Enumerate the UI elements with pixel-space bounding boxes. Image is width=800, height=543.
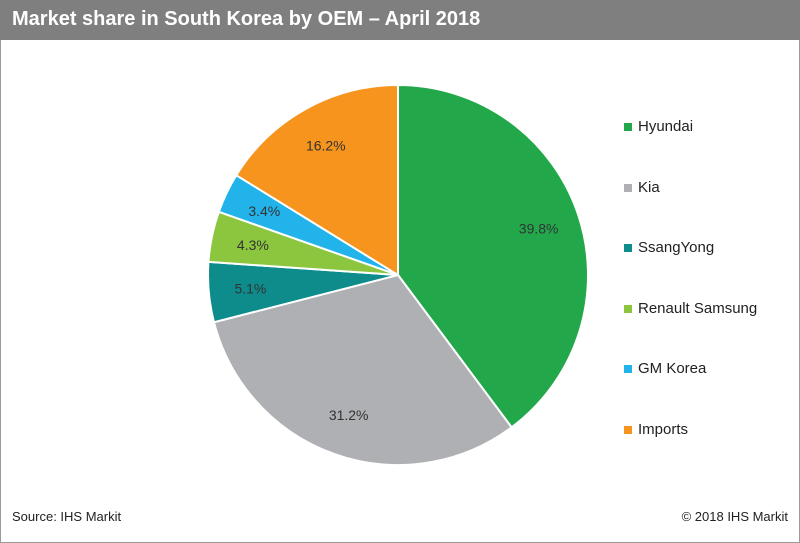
- legend-swatch: [624, 183, 632, 192]
- pie-slice-hyundai: [397, 83, 589, 429]
- legend-label: Imports: [638, 420, 689, 438]
- legend-swatch: [624, 304, 632, 313]
- source-note: Source: IHS Markit: [12, 509, 122, 524]
- data-label-kia: 31.2%: [329, 407, 369, 423]
- chart-title: Market share in South Korea by OEM – Apr…: [12, 8, 481, 30]
- data-label-ssangyong: 5.1%: [234, 280, 266, 296]
- legend-swatch: [624, 123, 632, 131]
- legend-label: Kia: [638, 178, 660, 196]
- legend-label: GM Korea: [638, 360, 707, 377]
- data-label-imports: 16.2%: [306, 138, 346, 154]
- title-bar: Market share in South Korea by OEM – Apr…: [0, 0, 800, 40]
- legend-label: Hyundai: [638, 118, 694, 135]
- data-label-hyundai: 39.8%: [519, 220, 559, 236]
- legend-label: Renault Samsung: [638, 299, 758, 317]
- legend-swatch: [624, 244, 632, 252]
- pie-slice-kia: [212, 273, 514, 466]
- copyright-note: © 2018 IHS Markit: [681, 509, 788, 524]
- legend-swatch: [624, 365, 632, 373]
- legend-label: SsangYong: [638, 239, 715, 256]
- pie-chart: 39.8% 31.2% 5.1% 4.3% 3.4% 16.2%: [207, 83, 589, 466]
- data-label-renault-samsung: 4.3%: [237, 237, 269, 253]
- pie-slice-imports: [234, 83, 399, 277]
- data-label-gm-korea: 3.4%: [248, 203, 280, 219]
- legend-swatch: [624, 425, 632, 434]
